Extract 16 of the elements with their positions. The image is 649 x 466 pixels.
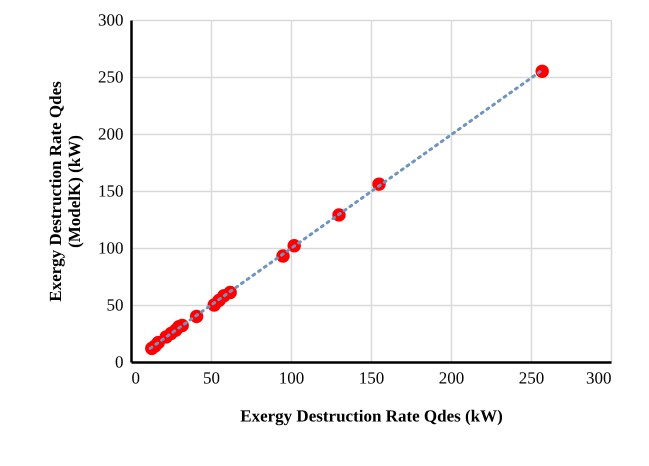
x-tick-label: 250: [518, 368, 544, 388]
y-tick-label: 50: [106, 296, 124, 314]
y-tick-label: 250: [98, 68, 124, 86]
y-tick-label: 300: [98, 10, 124, 30]
y-tick-label: 100: [98, 238, 124, 258]
x-tick-label: 200: [438, 368, 464, 388]
x-tick-label: 100: [278, 368, 304, 388]
y-tick-label: 150: [98, 182, 124, 200]
y-axis-title: Exergy Destruction Rate Qdes (ModelK) (kW): [46, 80, 84, 302]
y-tick-label: 0: [115, 352, 124, 372]
y-tick-label: 200: [98, 124, 124, 144]
x-tick-label: 50: [203, 368, 220, 388]
x-tick-label: 0: [132, 368, 140, 388]
x-tick-label: 300: [586, 368, 612, 388]
x-axis-title: Exergy Destruction Rate Qdes (kW): [240, 406, 503, 426]
x-tick-label: 150: [358, 368, 384, 388]
